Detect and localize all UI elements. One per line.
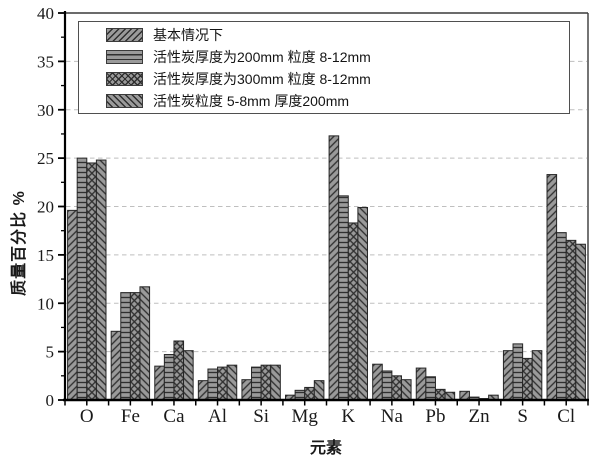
legend-swatch-diagonal-forward-icon <box>106 27 143 42</box>
x-category-label: Al <box>208 406 227 427</box>
x-category-label: Fe <box>121 406 140 427</box>
bar-Si-series4 <box>270 364 281 401</box>
bar-O-series3 <box>86 162 97 401</box>
x-category-label: Ca <box>163 406 185 427</box>
x-category-label: O <box>80 406 94 427</box>
bar-S-series4 <box>531 350 543 401</box>
bar-Ca-series1 <box>154 365 165 401</box>
bar-Na-series3 <box>391 375 402 401</box>
x-category-label: Na <box>381 406 404 427</box>
bar-Pb-series2 <box>425 376 436 401</box>
bar-Cl-series2 <box>556 232 567 401</box>
x-axis-title: 元素 <box>309 440 343 457</box>
bar-Ca-series3 <box>173 340 185 401</box>
x-category-label: Zn <box>468 406 490 427</box>
y-tick-label: 15 <box>37 246 54 265</box>
bar-Pb-series1 <box>415 367 427 401</box>
legend-row: 活性炭厚度为300mm 粒度 8-12mm <box>79 68 569 90</box>
legend: 基本情况下 活性炭厚度为200mm 粒度 8-12mm 活性炭厚度为300mm … <box>78 21 570 114</box>
y-tick-label: 40 <box>37 4 54 23</box>
legend-swatch-diagonal-back-icon <box>106 93 143 108</box>
bar-Al-series4 <box>226 364 238 401</box>
bar-Zn-series1 <box>459 390 470 401</box>
bar-O-series1 <box>67 209 78 401</box>
bar-Fe-series3 <box>129 292 141 401</box>
legend-swatch-horizontal-icon <box>106 49 143 64</box>
legend-row: 活性炭粒度 5-8mm 厚度200mm <box>79 90 569 112</box>
x-category-label: Mg <box>292 406 319 427</box>
x-category-label: S <box>517 406 528 427</box>
bar-Fe-series1 <box>110 330 122 401</box>
bar-O-series2 <box>76 157 88 401</box>
legend-label: 活性炭厚度为300mm 粒度 8-12mm <box>153 70 371 87</box>
x-category-label: K <box>341 406 355 427</box>
bar-Na-series2 <box>381 370 393 401</box>
bar-S-series3 <box>522 357 533 401</box>
x-category-label: Pb <box>425 406 445 427</box>
bar-Na-series4 <box>400 379 412 401</box>
legend-label: 基本情况下 <box>153 26 223 43</box>
bar-Pb-series3 <box>434 388 446 401</box>
bar-Si-series1 <box>241 379 253 401</box>
bar-Fe-series2 <box>120 292 131 401</box>
bar-Al-series3 <box>217 366 228 401</box>
bar-K-series1 <box>328 135 340 401</box>
bar-K-series3 <box>347 222 359 401</box>
legend-swatch-crosshatch-icon <box>106 71 143 86</box>
bar-Cl-series1 <box>546 174 558 401</box>
y-tick-label: 35 <box>37 52 54 71</box>
bar-Ca-series4 <box>183 350 194 401</box>
y-tick-label: 10 <box>37 294 54 313</box>
bar-Cl-series3 <box>565 239 577 401</box>
y-axis-title: 质量百分比 % <box>11 190 28 296</box>
bar-Si-series3 <box>260 364 272 401</box>
legend-label: 活性炭厚度为200mm 粒度 8-12mm <box>153 48 371 65</box>
legend-row: 基本情况下 <box>79 24 569 46</box>
bar-Mg-series4 <box>313 380 325 401</box>
bar-K-series4 <box>357 206 368 401</box>
legend-row: 活性炭厚度为200mm 粒度 8-12mm <box>79 46 569 68</box>
bar-Al-series1 <box>197 380 209 401</box>
bar-Al-series2 <box>207 368 219 401</box>
bar-Fe-series4 <box>139 286 151 401</box>
legend-label: 活性炭粒度 5-8mm 厚度200mm <box>153 92 350 109</box>
bar-Na-series1 <box>372 363 383 401</box>
x-category-label: Cl <box>557 406 575 427</box>
bar-Ca-series2 <box>163 354 175 401</box>
y-tick-label: 25 <box>37 149 54 168</box>
bar-O-series4 <box>95 159 107 401</box>
y-tick-label: 20 <box>37 198 54 217</box>
bar-Mg-series2 <box>294 389 306 401</box>
y-tick-label: 30 <box>37 101 54 120</box>
bar-Cl-series4 <box>575 243 586 401</box>
y-tick-label: 5 <box>46 343 55 362</box>
bar-K-series2 <box>338 195 349 401</box>
bar-Si-series2 <box>251 366 262 401</box>
y-tick-label: 0 <box>46 391 55 410</box>
x-category-label: Si <box>253 406 269 427</box>
bar-S-series1 <box>502 350 514 401</box>
bar-S-series2 <box>512 343 524 401</box>
bar-Mg-series3 <box>304 386 315 401</box>
